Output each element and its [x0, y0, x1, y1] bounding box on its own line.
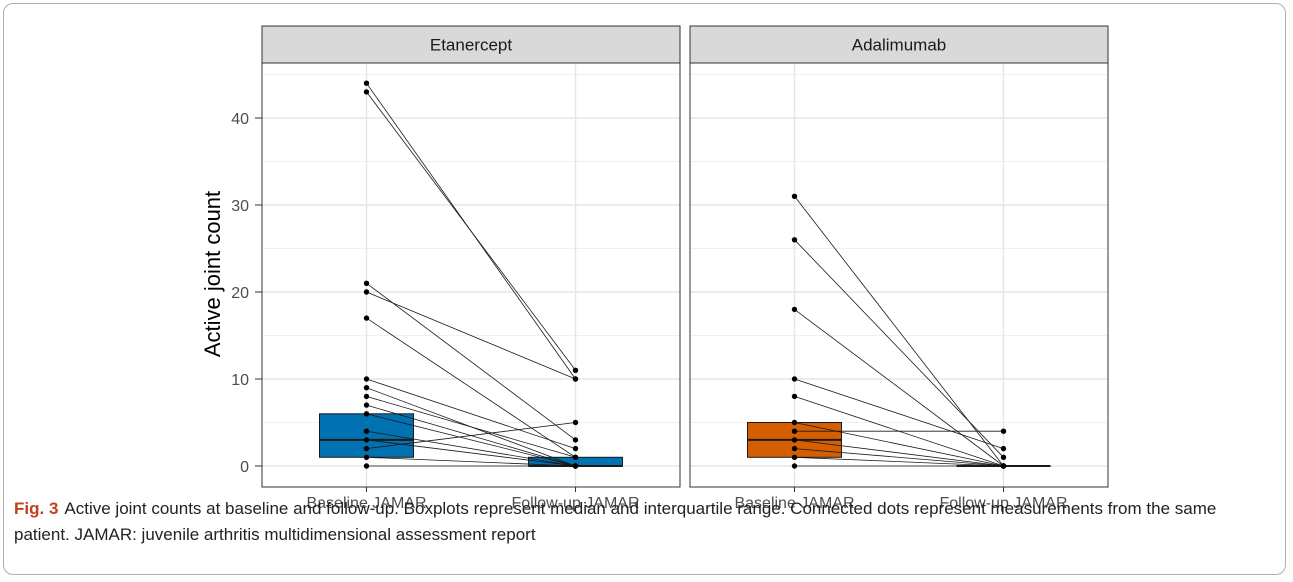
panel-etanercept: Etanercept Baseline JAMAR Follow-up JAMAR [261, 25, 681, 512]
data-point [363, 315, 370, 321]
data-point [363, 428, 370, 434]
y-tick-label: 20 [231, 285, 249, 302]
panel-background [690, 63, 1108, 487]
patient-connector [794, 378, 1004, 449]
data-point [363, 80, 370, 86]
y-tick-label: 0 [240, 459, 249, 476]
patient-connector [366, 282, 576, 441]
data-point [572, 367, 579, 373]
patient-connector [366, 413, 576, 467]
data-point [791, 445, 798, 452]
data-point [1000, 428, 1007, 434]
patient-connector [366, 396, 576, 458]
data-point [791, 193, 798, 199]
data-point [363, 454, 370, 460]
data-point [572, 463, 579, 469]
data-point [363, 445, 370, 452]
patient-connector [794, 239, 1004, 458]
data-point [791, 463, 798, 469]
data-point [791, 306, 798, 313]
data-point [791, 376, 798, 382]
figure-frame [3, 3, 1286, 575]
data-point [791, 237, 798, 243]
panel-border [261, 62, 681, 488]
y-axis-label: Active joint count [200, 191, 225, 357]
patient-connector [366, 430, 576, 467]
data-point [572, 419, 579, 426]
panel-adalimumab: Adalimumab Baseline JAMAR Follow-up JAMAR [689, 25, 1109, 512]
x-tick-label: Follow-up JAMAR [511, 495, 639, 512]
x-tick-label: Follow-up JAMAR [939, 495, 1067, 512]
data-point [791, 437, 798, 443]
panel-title: Etanercept [430, 36, 512, 55]
caption-text: Active joint counts at baseline and foll… [14, 499, 1217, 544]
data-point [1000, 454, 1007, 460]
patient-connector [794, 309, 1004, 467]
x-tick-label: Baseline JAMAR [734, 495, 854, 512]
y-tick-label: 10 [231, 372, 249, 389]
y-axis: 0 10 20 30 40 [231, 111, 262, 476]
patient-connector [794, 456, 1004, 467]
data-point [572, 454, 579, 460]
y-tick-label: 40 [231, 111, 249, 128]
data-point [791, 428, 798, 434]
data-point [572, 376, 579, 382]
data-point [363, 89, 370, 95]
data-point [363, 385, 370, 391]
data-point [572, 437, 579, 443]
y-tick-label: 30 [231, 198, 249, 215]
data-point [791, 393, 798, 400]
data-point [363, 289, 370, 295]
data-point [363, 411, 370, 417]
patient-connector [794, 448, 1004, 467]
patient-connector [366, 91, 576, 371]
patient-connector [366, 378, 576, 449]
data-point [363, 463, 370, 469]
data-point [1000, 463, 1007, 469]
patient-connector [366, 291, 576, 380]
patient-connector [366, 456, 576, 467]
data-point [1000, 445, 1007, 452]
patient-connector [794, 439, 1004, 467]
data-point [572, 445, 579, 452]
caption-label: Fig. 3 [14, 499, 59, 518]
panel-border [689, 62, 1109, 488]
data-point [791, 419, 798, 426]
data-point [791, 454, 798, 460]
data-point [363, 437, 370, 443]
data-point [363, 280, 370, 286]
data-point [363, 393, 370, 400]
panel-strip [689, 25, 1109, 64]
data-point [363, 402, 370, 408]
data-point [363, 376, 370, 382]
patient-connector [366, 317, 576, 458]
panel-title: Adalimumab [852, 36, 947, 55]
patient-connector [794, 422, 1004, 467]
x-tick-label: Baseline JAMAR [306, 495, 426, 512]
figure-caption: Fig. 3 Active joint counts at baseline an… [14, 496, 1274, 548]
patient-connector [366, 422, 576, 449]
